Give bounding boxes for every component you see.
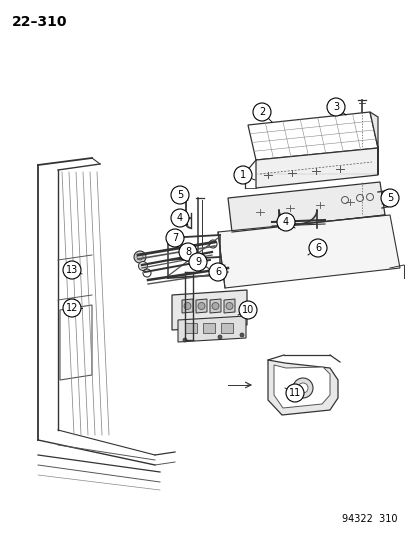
FancyBboxPatch shape [221, 323, 233, 333]
Circle shape [276, 213, 294, 231]
Text: 4: 4 [282, 217, 288, 227]
Polygon shape [267, 360, 337, 415]
Circle shape [171, 186, 189, 204]
Circle shape [308, 239, 326, 257]
Circle shape [63, 261, 81, 279]
Circle shape [225, 303, 233, 310]
Polygon shape [223, 299, 235, 313]
Circle shape [285, 384, 303, 402]
Text: 1: 1 [240, 170, 245, 180]
Circle shape [252, 103, 271, 121]
Text: 7: 7 [171, 233, 178, 243]
Polygon shape [369, 112, 377, 175]
Text: 8: 8 [185, 247, 191, 257]
Text: 3: 3 [332, 102, 338, 112]
Polygon shape [178, 316, 245, 342]
Text: 12: 12 [66, 303, 78, 313]
Polygon shape [195, 299, 206, 313]
Polygon shape [182, 299, 192, 313]
Circle shape [171, 209, 189, 227]
Circle shape [211, 303, 218, 310]
FancyBboxPatch shape [202, 323, 214, 333]
Text: 94322  310: 94322 310 [342, 514, 397, 524]
Text: 5: 5 [386, 193, 392, 203]
Circle shape [197, 303, 204, 310]
Circle shape [209, 263, 226, 281]
Polygon shape [218, 215, 399, 288]
Text: 22–310: 22–310 [12, 15, 67, 29]
Circle shape [326, 98, 344, 116]
Circle shape [380, 189, 398, 207]
Text: 9: 9 [195, 257, 201, 267]
Polygon shape [228, 182, 384, 232]
Circle shape [166, 229, 183, 247]
Circle shape [189, 253, 206, 271]
Polygon shape [171, 290, 247, 330]
Text: 5: 5 [176, 190, 183, 200]
Text: 10: 10 [241, 305, 254, 315]
Text: 2: 2 [258, 107, 264, 117]
Circle shape [138, 262, 147, 271]
Circle shape [190, 255, 195, 259]
Circle shape [63, 299, 81, 317]
Text: 6: 6 [214, 267, 221, 277]
Polygon shape [255, 148, 377, 188]
Circle shape [233, 166, 252, 184]
Text: 11: 11 [288, 388, 300, 398]
Text: 4: 4 [176, 213, 183, 223]
Circle shape [218, 335, 221, 339]
Text: 13: 13 [66, 265, 78, 275]
Text: 6: 6 [314, 243, 320, 253]
Circle shape [134, 251, 146, 263]
Circle shape [240, 333, 243, 337]
Polygon shape [273, 365, 329, 408]
Circle shape [188, 252, 197, 262]
Circle shape [183, 338, 187, 342]
Circle shape [178, 243, 197, 261]
Circle shape [238, 301, 256, 319]
Circle shape [297, 383, 307, 393]
Circle shape [292, 378, 312, 398]
Circle shape [183, 303, 190, 310]
Polygon shape [209, 299, 221, 313]
FancyBboxPatch shape [185, 323, 197, 333]
